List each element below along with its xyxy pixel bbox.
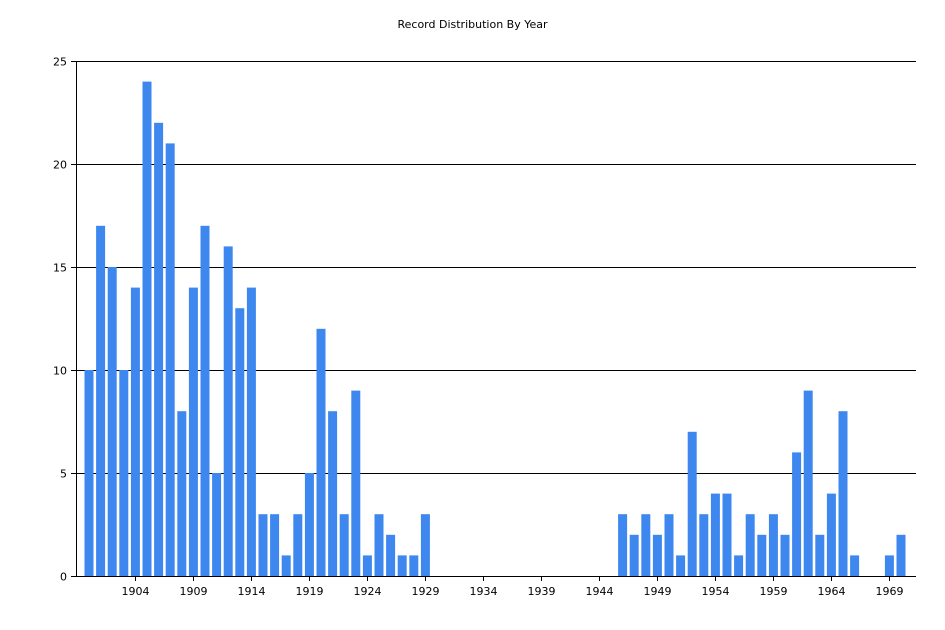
bar-1927	[397, 555, 407, 576]
bar-1907	[165, 143, 175, 576]
x-tick-label: 1914	[238, 585, 266, 598]
bars	[84, 81, 906, 577]
gridlines	[76, 61, 916, 474]
bar-1951	[676, 555, 686, 576]
bar-1908	[177, 411, 187, 576]
bar-1958	[757, 534, 767, 576]
bar-1912	[223, 246, 233, 576]
bar-1965	[838, 411, 848, 576]
bar-1909	[188, 287, 198, 576]
bar-1921	[328, 411, 338, 576]
bar-1956	[734, 555, 744, 576]
bar-1917	[281, 555, 291, 576]
bar-1924	[362, 555, 372, 576]
x-tick-label: 1919	[296, 585, 324, 598]
bar-1970	[896, 534, 906, 576]
bar-1902	[107, 267, 117, 576]
bar-1906	[154, 122, 164, 577]
bar-1953	[699, 514, 709, 576]
chart-title: Record Distribution By Year	[397, 18, 548, 31]
bar-1963	[815, 534, 825, 576]
bar-1955	[722, 493, 732, 576]
x-tick-label: 1939	[528, 585, 556, 598]
bar-1904	[130, 287, 140, 576]
axes: 0 5 10 15 20 25 1904 1909 1914 1919 1924 1929 1934 19…	[53, 56, 916, 598]
y-tick-label: 10	[53, 365, 67, 378]
bar-1916	[270, 514, 280, 576]
bar-1918	[293, 514, 303, 576]
bar-1947	[629, 534, 639, 576]
bar-1914	[246, 287, 256, 576]
x-tick-label: 1969	[876, 585, 904, 598]
x-tick-label: 1954	[702, 585, 730, 598]
x-tick-label: 1924	[354, 585, 382, 598]
bar-1959	[768, 514, 778, 576]
bar-1946	[618, 514, 628, 576]
bar-1950	[664, 514, 674, 576]
bar-1901	[96, 225, 106, 577]
x-tick-label: 1949	[644, 585, 672, 598]
bar-1925	[374, 514, 384, 576]
bar-1929	[420, 514, 430, 576]
bar-1900	[84, 370, 94, 576]
y-tick-label: 5	[60, 468, 67, 481]
bar-1964	[826, 493, 836, 576]
x-tick-label: 1944	[586, 585, 614, 598]
bar-1969	[884, 555, 894, 576]
bar-1915	[258, 514, 268, 576]
y-tick-label: 0	[60, 571, 67, 584]
bar-1919	[304, 473, 314, 576]
bar-1911	[212, 473, 222, 576]
bar-1903	[119, 370, 129, 576]
x-tick-label: 1904	[122, 585, 150, 598]
bar-1926	[386, 534, 396, 576]
x-tick-label: 1909	[180, 585, 208, 598]
bar-1923	[351, 390, 361, 576]
bar-1952	[687, 431, 697, 576]
bar-1910	[200, 225, 210, 577]
x-tick-label: 1934	[470, 585, 498, 598]
bar-1920	[316, 328, 326, 576]
bar-1913	[235, 308, 245, 576]
bar-1962	[803, 390, 813, 576]
bar-1928	[409, 555, 419, 576]
bar-1966	[850, 555, 860, 576]
bar-1960	[780, 534, 790, 576]
y-tick-label: 15	[53, 262, 67, 275]
bar-1948	[641, 514, 651, 576]
x-tick-label: 1964	[818, 585, 846, 598]
bar-1949	[652, 534, 662, 576]
x-tick-label: 1929	[412, 585, 440, 598]
y-tick-label: 20	[53, 159, 67, 172]
bar-1957	[745, 514, 755, 576]
bar-1954	[710, 493, 720, 576]
bar-1905	[142, 81, 152, 576]
bar-1961	[792, 452, 802, 576]
bar-1922	[339, 514, 349, 576]
x-tick-label: 1959	[760, 585, 788, 598]
y-tick-label: 25	[53, 56, 67, 69]
